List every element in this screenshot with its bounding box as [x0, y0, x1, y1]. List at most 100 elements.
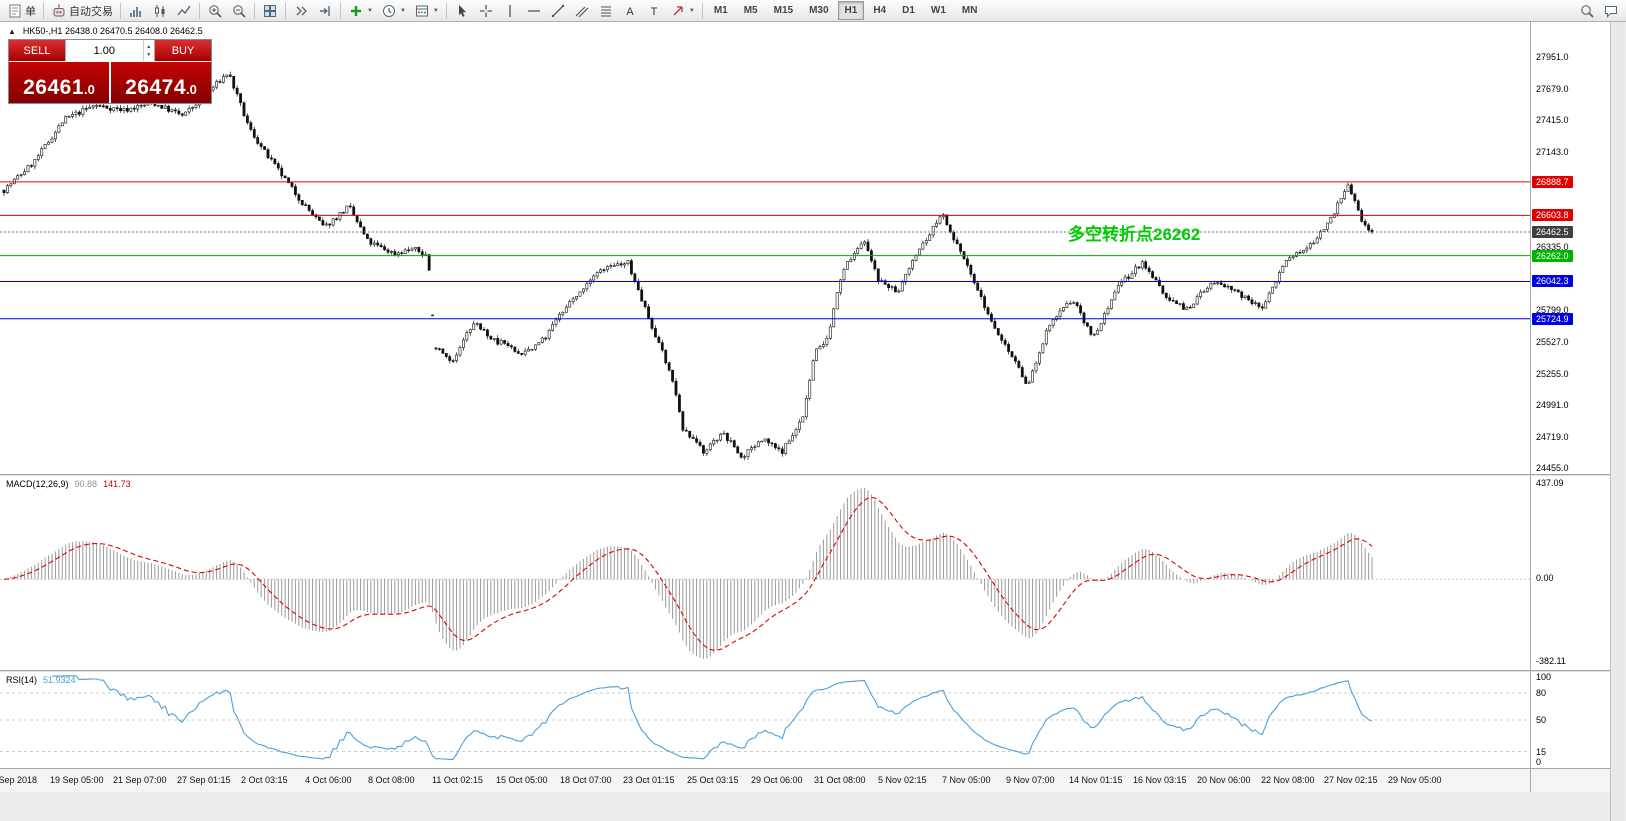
volume-spinner[interactable]: ▲ ▼: [142, 40, 154, 61]
time-axis[interactable]: 17 Sep 2018 19 Sep 05:00 21 Sep 07:00 27 Se…: [0, 768, 1530, 792]
price-axis[interactable]: 27951.0 27679.0 27415.0 27143.0 26335.0 25799…: [1531, 22, 1610, 474]
panel-splitter[interactable]: [0, 670, 1530, 672]
chevron-down-icon[interactable]: ▼: [432, 7, 439, 14]
periods-button[interactable]: ▼: [377, 1, 410, 20]
time-axis-label: 2 Oct 03:15: [241, 775, 288, 785]
rsi-panel[interactable]: RSI(14) 51.9324: [0, 672, 1530, 768]
macd-panel[interactable]: MACD(12,26,9) 90.88 141.73: [0, 476, 1530, 670]
toolbar: 单 自动交易 ▼ ▼ ▼ A T ▼ M1 M5 M15 M30 H1 H4 D1 W1 MN: [0, 0, 1626, 22]
time-axis-label: 5 Nov 02:15: [878, 775, 927, 785]
autotrade-button[interactable]: 自动交易: [47, 1, 117, 20]
hline-icon: [526, 3, 542, 19]
volume-down-icon[interactable]: ▼: [146, 51, 152, 58]
arrows-icon: [670, 3, 686, 19]
chevron-down-icon[interactable]: ▼: [688, 7, 695, 14]
autotrade-label: 自动交易: [69, 5, 113, 18]
time-axis-label: 9 Nov 07:00: [1006, 775, 1055, 785]
arrows-button[interactable]: ▼: [666, 1, 699, 20]
label-button[interactable]: T: [642, 1, 666, 20]
toolbar-group-zoom: [203, 1, 251, 20]
new-order-button[interactable]: 单: [3, 1, 40, 20]
chevron-down-icon[interactable]: ▼: [399, 7, 406, 14]
candle-chart-button[interactable]: [148, 1, 172, 20]
scroll-to-end-button[interactable]: [289, 1, 313, 20]
rsi-plot: [0, 672, 1530, 768]
vline-button[interactable]: [498, 1, 522, 20]
timeframe-h1-button[interactable]: H1: [837, 1, 865, 20]
toolbar-group-order: 单: [3, 1, 40, 20]
sell-price: 26461: [23, 76, 85, 99]
trendline-button[interactable]: [546, 1, 570, 20]
sell-button[interactable]: SELL: [9, 40, 65, 61]
toolbar-group-timeframes: M1 M5 M15 M30 H1 H4 D1 W1 MN: [706, 1, 986, 20]
macd-axis-label: -382.11: [1536, 656, 1566, 666]
toolbar-separator: [340, 2, 341, 19]
candlestick-chart[interactable]: [0, 22, 1530, 474]
one-click-collapse-icon[interactable]: ▲: [8, 26, 16, 36]
price-chart-panel[interactable]: ▲ HK50-,H1 26438.0 26470.5 26408.0 26462…: [0, 22, 1530, 474]
price-level-badge: 26888.7: [1532, 176, 1573, 188]
chevron-down-icon[interactable]: ▼: [367, 7, 373, 14]
sell-price-button[interactable]: 26461.0: [9, 62, 109, 103]
templates-button[interactable]: ▼: [410, 1, 443, 20]
price-level-badge: 26462.5: [1532, 226, 1573, 238]
timeframe-mn-button[interactable]: MN: [961, 5, 978, 16]
axis-splitter: [1531, 474, 1610, 476]
time-axis-label: 29 Nov 05:00: [1388, 775, 1442, 785]
zoom-in-icon: [207, 3, 223, 19]
price-tick: 24719.0: [1536, 432, 1569, 442]
candle-chart-icon: [152, 3, 168, 19]
price-axis-column[interactable]: 27951.0 27679.0 27415.0 27143.0 26335.0 25799…: [1530, 22, 1610, 792]
time-axis-label: 19 Sep 05:00: [50, 775, 104, 785]
buy-button[interactable]: BUY: [155, 40, 211, 61]
timeframe-m1-button[interactable]: M1: [713, 5, 728, 16]
toolbar-separator: [254, 2, 255, 19]
line-chart-button[interactable]: [172, 1, 196, 20]
macd-plot: [0, 476, 1530, 670]
tile-windows-button[interactable]: [258, 1, 282, 20]
cursor-button[interactable]: [450, 1, 474, 20]
toolbar-group-chart-nav: [289, 1, 337, 20]
rsi-label: RSI(14) 51.9324: [6, 675, 76, 685]
buy-price-button[interactable]: 26474.0: [111, 62, 211, 103]
rsi-axis[interactable]: 100 80 50 15 0: [1531, 672, 1610, 768]
time-axis-label: 31 Oct 08:00: [814, 775, 866, 785]
crosshair-button[interactable]: [474, 1, 498, 20]
new-order-label: 单: [25, 5, 36, 18]
hline-button[interactable]: [522, 1, 546, 20]
add-indicator-button[interactable]: ▼: [344, 1, 377, 20]
timeframe-d1-button[interactable]: D1: [902, 5, 915, 16]
panel-splitter[interactable]: [0, 474, 1530, 476]
time-axis-label: 21 Sep 07:00: [113, 775, 167, 785]
macd-axis[interactable]: 437.09 0.00 -382.11: [1531, 476, 1610, 670]
time-axis-label: 15 Oct 05:00: [496, 775, 548, 785]
zoom-in-button[interactable]: [203, 1, 227, 20]
scroll-to-end-icon: [293, 3, 309, 19]
bar-chart-button[interactable]: [124, 1, 148, 20]
timeframe-m15-button[interactable]: M15: [773, 5, 794, 16]
zoom-out-icon: [231, 3, 247, 19]
price-level-badge: 26042.3: [1532, 275, 1573, 287]
time-axis-label: 27 Sep 01:15: [177, 775, 231, 785]
chat-button[interactable]: [1599, 1, 1623, 20]
timeframe-h4-button[interactable]: H4: [873, 5, 887, 16]
volume-up-icon[interactable]: ▲: [146, 43, 152, 50]
zoom-out-button[interactable]: [227, 1, 251, 20]
timeframe-m5-button[interactable]: M5: [743, 5, 758, 16]
volume-input[interactable]: [66, 40, 143, 61]
timeframe-w1-button[interactable]: W1: [930, 5, 946, 16]
chart-info-line: HK50-,H1 26438.0 26470.5 26408.0 26462.5: [22, 26, 203, 36]
channel-icon: [574, 3, 590, 19]
toolbar-separator: [285, 2, 286, 19]
axis-bottom-corner: [1531, 768, 1610, 792]
trade-panel-prices: 26461.0 26474.0: [9, 62, 211, 103]
fibonacci-button[interactable]: [594, 1, 618, 20]
search-button[interactable]: [1575, 1, 1599, 20]
channel-button[interactable]: [570, 1, 594, 20]
timeframe-m30-button[interactable]: M30: [809, 5, 829, 16]
chart-shift-button[interactable]: [313, 1, 337, 20]
text-button[interactable]: A: [618, 1, 642, 20]
price-tick: 24991.0: [1536, 400, 1569, 410]
fibonacci-icon: [598, 3, 614, 19]
time-axis-label: 8 Oct 08:00: [368, 775, 415, 785]
